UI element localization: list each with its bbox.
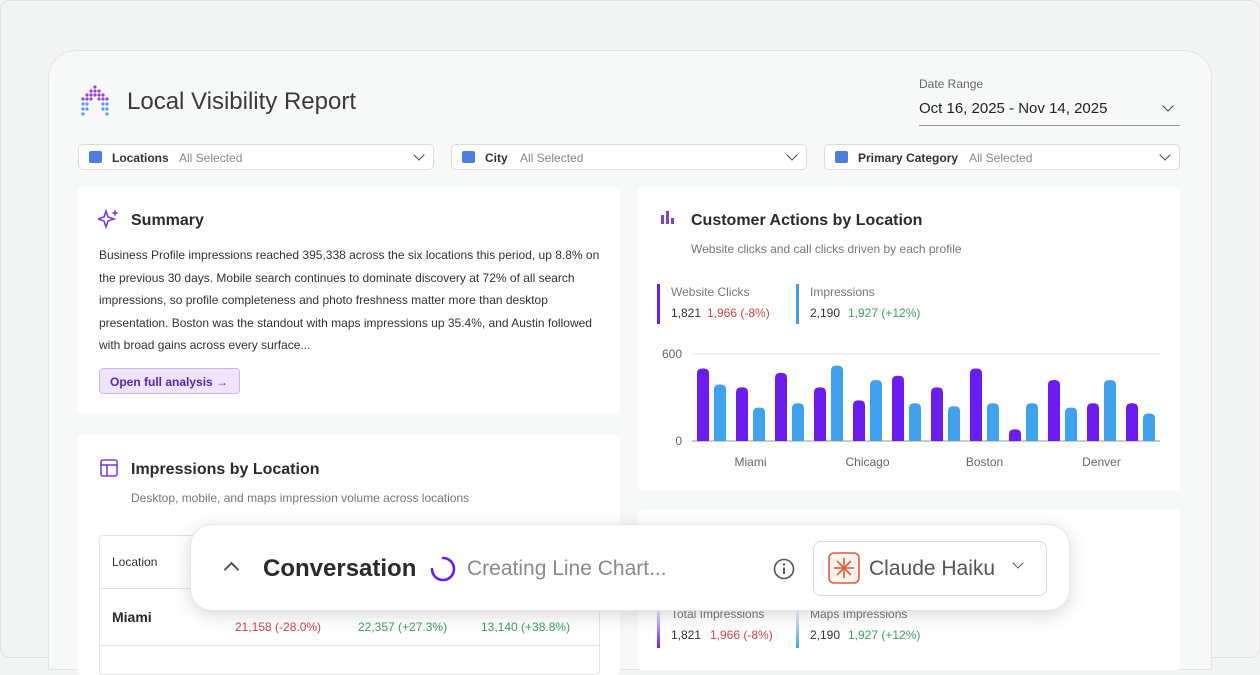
table-icon [100,459,118,477]
chevron [1159,149,1171,161]
filter-label: Locations [112,151,169,165]
impressions-subtitle: Desktop, mobile, and maps impression vol… [131,491,470,505]
model-select[interactable]: Claude Haiku [813,541,1047,596]
filter-label: City [485,151,508,165]
x-tick-label: Miami [735,455,767,469]
chevron [1162,100,1174,112]
bar [1126,403,1138,441]
report-title: Local Visibility Report [127,88,356,115]
kpi-previous: 1,966 (-8%) [710,628,773,642]
filter-value: All Selected [179,151,243,165]
filter[interactable]: Locations All Selected [78,144,434,170]
filter[interactable]: Primary Category All Selected [824,144,1180,170]
y-tick-label: 0 [675,434,682,448]
bar [892,375,904,441]
table-cell: Miami [112,609,152,625]
kpi-value: 1,821 [671,306,701,320]
bar [697,368,709,441]
kpi-previous: 1,927 (+12%) [848,306,920,320]
chevron [413,149,425,161]
expand-button[interactable] [223,561,240,578]
date-range: Oct 16, 2025 - Nov 14, 2025 [919,100,1108,117]
icon [835,151,848,163]
kpi-previous: 1,927 (+12%) [848,628,921,642]
x-tick-label: Denver [1082,455,1121,469]
date-range-label: Date Range [919,77,984,91]
bar [814,387,826,441]
bar [909,403,921,441]
bar [1143,413,1155,441]
bar [775,372,787,441]
bar [736,387,748,441]
bar [1048,380,1060,441]
bar [870,380,882,441]
sparkle-icon [98,208,119,230]
bar [931,387,943,441]
info-button[interactable] [773,558,795,580]
summary-card: Summary Business Profile impressions rea… [78,187,620,414]
date-range-select[interactable]: Oct 16, 2025 - Nov 14, 2025 [919,100,1180,126]
table-cell: 22,357 (+27.3%) [358,620,448,634]
model-icon [828,552,860,584]
impressions-title: Impressions by Location [131,461,320,478]
kpi-bar [657,606,660,648]
bar [1065,407,1077,441]
table-cell: 13,140 (+38.8%) [481,620,571,634]
chart-icon [661,211,674,224]
filter-value: All Selected [520,151,584,165]
bar [1087,403,1099,441]
legend-label: Website Clicks [671,285,749,299]
impressions-card: Impressions by Location Desktop, mobile,… [78,435,620,675]
conversation-status: Creating Line Chart... [467,557,667,580]
summary-text: Business Profile impressions reached 395… [99,248,600,353]
kpi-value: 1,821 [671,628,702,642]
summary-title: Summary [131,212,204,229]
x-tick-label: Boston [966,455,1003,469]
kpi-bar [796,606,799,648]
y-tick-label: 600 [662,347,682,361]
legend-bar [796,284,799,324]
filter-label: Primary Category [858,151,959,165]
filter-value: All Selected [969,151,1033,165]
filter[interactable]: City All Selected [451,144,807,170]
bar [714,384,726,441]
bar [987,403,999,441]
open-analysis-button[interactable]: Open full analysis → [99,368,240,394]
bar [753,407,765,441]
bar [1026,403,1038,441]
bar [831,365,843,441]
button-label: Open full analysis [110,375,213,389]
row-divider [100,645,599,646]
legend-label: Impressions [810,285,875,299]
chart-subtitle: Website clicks and call clicks driven by… [691,242,962,256]
spinner [430,556,456,582]
kpi-previous: 1,966 (-8%) [707,306,770,320]
bar [1009,429,1021,441]
chevron [1012,557,1024,569]
bar [948,406,960,441]
chart: Website Clicks 1,821 1,966 (-8%) Impression… [657,284,1160,469]
bar [970,368,982,441]
kpi-value: 2,190 [810,306,840,320]
icon [89,151,102,163]
table-header: Location [112,555,158,569]
bar [792,403,804,441]
chevron [786,149,798,161]
bar [853,400,865,441]
icon [462,151,475,163]
legend-bar [657,284,660,324]
chart-title: Customer Actions by Location [691,212,923,229]
logo [81,85,109,116]
kpi-value: 2,190 [810,628,841,642]
conversation-bar: Conversation Creating Line Chart... Clau… [190,524,1070,611]
conversation-title: Conversation [263,555,417,582]
bar [1104,380,1116,441]
table-cell: 21,158 (-28.0%) [235,620,322,634]
x-tick-label: Chicago [845,455,889,469]
model-name: Claude Haiku [869,557,996,580]
